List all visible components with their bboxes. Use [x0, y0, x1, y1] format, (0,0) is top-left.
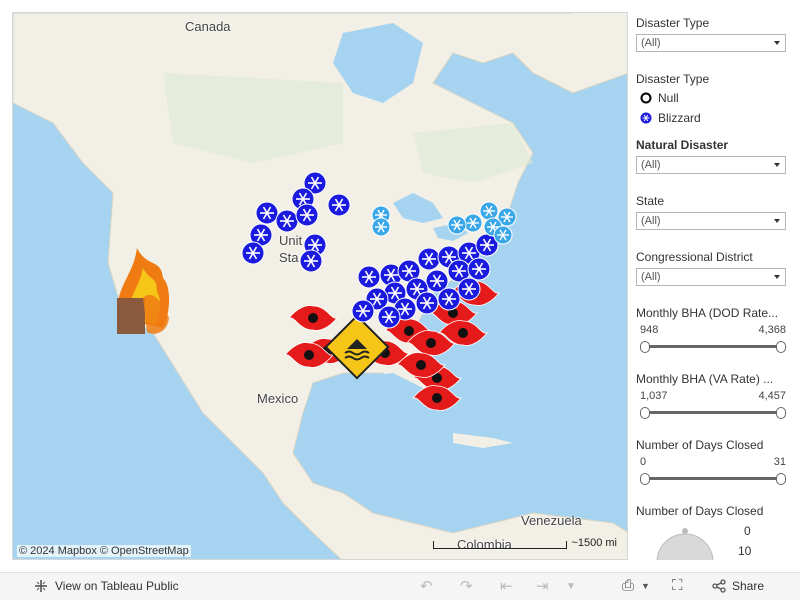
map-scale-label: ~1500 mi — [571, 537, 617, 549]
state-dropdown[interactable]: (All) — [636, 212, 786, 230]
slider-min-handle[interactable] — [640, 407, 650, 419]
chevron-down-icon — [774, 163, 780, 167]
slider-max-handle[interactable] — [776, 473, 786, 485]
days-closed-range-slider[interactable] — [640, 472, 786, 486]
share-label: Share — [732, 579, 765, 593]
snowflake-icon — [640, 112, 652, 124]
size-legend-value-0: 0 — [744, 524, 751, 538]
redo-icon[interactable]: ↷ — [460, 578, 473, 595]
slider-min: 0 — [640, 456, 647, 468]
chevron-down-icon — [774, 41, 780, 45]
slider-min: 1,037 — [640, 390, 668, 402]
dropdown-value: (All) — [641, 215, 661, 227]
disaster-map[interactable]: Canada Unit Sta Mexico Venezuela Colombi… — [12, 12, 628, 560]
download-chevron-icon[interactable]: ▼ — [641, 581, 650, 591]
slider-days-closed: Number of Days Closed 0 31 — [636, 438, 792, 486]
slider-title: Monthly BHA (VA Rate) ... — [636, 372, 774, 386]
filter-state: State (All) — [636, 194, 792, 230]
share-icon — [712, 579, 726, 593]
undo-icon[interactable]: ↶ — [420, 578, 433, 595]
slider-bha-va: Monthly BHA (VA Rate) ... 1,037 4,457 — [636, 372, 792, 420]
tableau-toolbar: View on Tableau Public ↶ ↷ ⇤ ⇥ ▼ ⎙ ▼ ⛶ S… — [0, 572, 800, 600]
size-legend-days-closed: Number of Days Closed 0 10 — [636, 504, 792, 560]
label-canada: Canada — [185, 19, 231, 34]
chevron-down-icon — [774, 219, 780, 223]
view-on-tableau-public-button[interactable]: View on Tableau Public — [34, 579, 179, 593]
legend-disaster-type: Disaster Type Null Blizzard — [636, 72, 792, 126]
filter-panel: Disaster Type (All) Disaster Type Null B… — [636, 12, 792, 560]
refresh-icon[interactable]: ⇥ — [536, 578, 549, 595]
download-icon[interactable]: ⎙ — [622, 577, 635, 594]
dropdown-value: (All) — [641, 37, 661, 49]
congressional-district-dropdown[interactable]: (All) — [636, 268, 786, 286]
legend-item-label: Blizzard — [658, 111, 701, 125]
dropdown-value: (All) — [641, 159, 661, 171]
legend-title: Disaster Type — [636, 72, 710, 86]
natural-disaster-dropdown[interactable]: (All) — [636, 156, 786, 174]
dropdown-value: (All) — [641, 271, 661, 283]
filter-title: Natural Disaster — [636, 138, 729, 152]
legend-item-null[interactable]: Null — [640, 90, 792, 106]
bha-va-range-slider[interactable] — [640, 406, 786, 420]
legend-title: Number of Days Closed — [636, 504, 764, 518]
filter-natural-disaster: Natural Disaster (All) — [636, 138, 792, 174]
flood-warning-icon[interactable] — [324, 314, 390, 380]
slider-max-handle[interactable] — [776, 341, 786, 353]
map-scale-bar — [433, 541, 567, 549]
slider-min-handle[interactable] — [640, 341, 650, 353]
marker-layer — [117, 171, 517, 411]
disaster-type-dropdown[interactable]: (All) — [636, 34, 786, 52]
slider-track — [644, 345, 782, 348]
label-united-states-2: Sta — [279, 250, 299, 265]
filter-title: Disaster Type — [636, 16, 710, 30]
slider-min: 948 — [640, 324, 659, 336]
slider-title: Number of Days Closed — [636, 438, 764, 452]
legend-item-label: Null — [658, 91, 679, 105]
slider-max: 31 — [773, 456, 786, 468]
label-mexico: Mexico — [257, 391, 299, 406]
filter-disaster-type: Disaster Type (All) — [636, 16, 792, 52]
fullscreen-icon[interactable]: ⛶ — [672, 577, 683, 594]
label-venezuela: Venezuela — [521, 513, 582, 528]
legend-item-blizzard[interactable]: Blizzard — [640, 110, 792, 126]
slider-bha-dod: Monthly BHA (DOD Rate... 948 4,368 — [636, 306, 792, 354]
slider-max: 4,368 — [758, 324, 786, 336]
size-legend-icon — [656, 528, 714, 560]
filter-title: State — [636, 194, 665, 208]
filter-title: Congressional District — [636, 250, 753, 264]
light-blizzard-cluster-icon[interactable] — [371, 201, 517, 245]
map-base — [13, 13, 627, 559]
chevron-down-icon — [774, 275, 780, 279]
tableau-logo-icon — [35, 580, 47, 592]
label-united-states-1: Unit — [279, 233, 303, 248]
slider-track — [644, 477, 782, 480]
slider-max: 4,457 — [758, 390, 786, 402]
size-legend-value-10: 10 — [738, 544, 752, 558]
slider-min-handle[interactable] — [640, 473, 650, 485]
wildfire-icon[interactable] — [117, 248, 170, 334]
revert-icon[interactable]: ⇤ — [500, 578, 513, 595]
map-attribution[interactable]: © 2024 Mapbox © OpenStreetMap — [17, 545, 191, 557]
share-button[interactable]: Share — [712, 579, 764, 593]
slider-title: Monthly BHA (DOD Rate... — [636, 306, 779, 320]
bha-dod-range-slider[interactable] — [640, 340, 786, 354]
slider-max-handle[interactable] — [776, 407, 786, 419]
view-on-tableau-label: View on Tableau Public — [55, 579, 179, 593]
filter-congressional-district: Congressional District (All) — [636, 250, 792, 286]
slider-track — [644, 411, 782, 414]
refresh-menu-chevron-icon[interactable]: ▼ — [566, 581, 576, 592]
ring-icon — [640, 92, 652, 104]
